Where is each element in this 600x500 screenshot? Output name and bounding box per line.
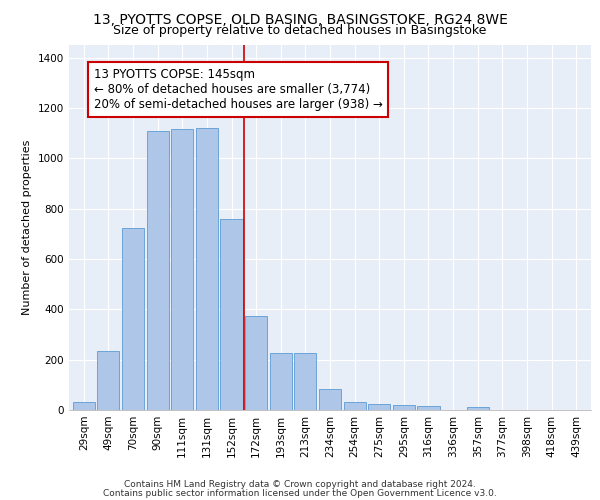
Text: Contains public sector information licensed under the Open Government Licence v3: Contains public sector information licen… [103, 488, 497, 498]
Bar [196, 128, 218, 410]
Bar [220, 218, 242, 410]
Text: Contains HM Land Registry data © Crown copyright and database right 2024.: Contains HM Land Registry data © Crown c… [124, 480, 476, 489]
Text: 13, PYOTTS COPSE, OLD BASING, BASINGSTOKE, RG24 8WE: 13, PYOTTS COPSE, OLD BASING, BASINGSTOK… [92, 12, 508, 26]
Bar [73, 402, 95, 410]
Text: Size of property relative to detached houses in Basingstoke: Size of property relative to detached ho… [113, 24, 487, 37]
Bar [171, 130, 193, 410]
Bar [393, 405, 415, 410]
Text: 13 PYOTTS COPSE: 145sqm
← 80% of detached houses are smaller (3,774)
20% of semi: 13 PYOTTS COPSE: 145sqm ← 80% of detache… [94, 68, 382, 110]
Y-axis label: Number of detached properties: Number of detached properties [22, 140, 32, 315]
Bar [269, 354, 292, 410]
Bar [319, 388, 341, 410]
Bar [344, 402, 366, 410]
Bar [467, 408, 489, 410]
Bar [368, 404, 391, 410]
Bar [97, 351, 119, 410]
Bar [294, 354, 316, 410]
Bar [245, 316, 267, 410]
Bar [418, 406, 440, 410]
Bar [146, 130, 169, 410]
Bar [122, 228, 144, 410]
